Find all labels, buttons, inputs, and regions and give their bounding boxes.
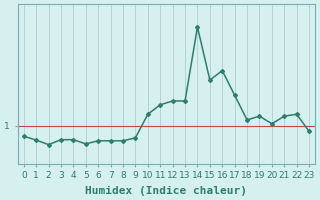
- X-axis label: Humidex (Indice chaleur): Humidex (Indice chaleur): [85, 186, 247, 196]
